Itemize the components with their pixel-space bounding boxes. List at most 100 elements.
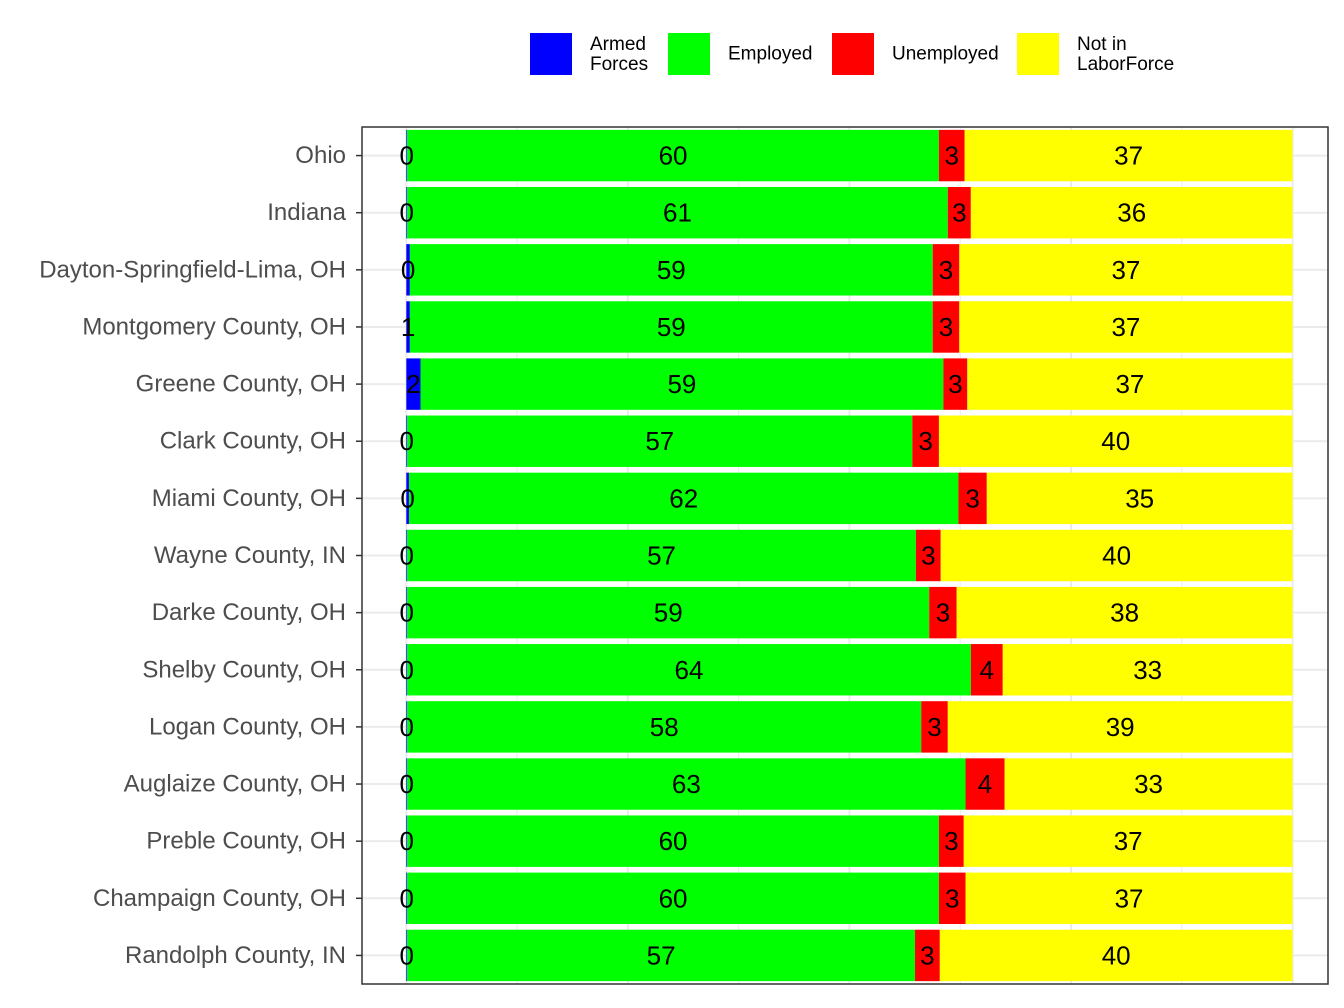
bar-value-label: 37 [1111, 312, 1140, 342]
bar-value-label: 4 [980, 655, 994, 685]
bar-value-label: 0 [400, 769, 414, 799]
bar-segment-armed-forces [406, 244, 410, 296]
category-label: Greene County, OH [136, 371, 346, 398]
bar-segment-unemployed [938, 129, 965, 182]
bar-segment-employed [420, 358, 944, 410]
bar-segment-unemployed [932, 244, 960, 296]
bar-value-label: 0 [400, 883, 414, 913]
bar-value-label: 40 [1101, 426, 1130, 456]
bar-segment-armed-forces [406, 644, 408, 696]
bar-value-label: 37 [1114, 826, 1143, 856]
bar-segment-employed [407, 701, 922, 753]
legend: Armed Forces Employed Unemployed Not in Labor… [530, 33, 1174, 75]
bar-segment-not-in-laborforce [956, 586, 1293, 639]
bar-value-label: 3 [939, 255, 953, 285]
bar-value-label: 40 [1102, 541, 1131, 571]
legend-label: Employed [728, 44, 813, 65]
bar-segment-armed-forces [406, 815, 408, 867]
bar-segment-not-in-laborforce [1002, 644, 1293, 696]
bar-segment-employed [407, 872, 939, 925]
bar-value-label: 3 [939, 312, 953, 342]
bar-value-label: 33 [1133, 655, 1162, 685]
bar-segment-armed-forces [406, 929, 408, 982]
bar-segment-not-in-laborforce [940, 529, 1293, 582]
bar-value-label: 0 [400, 655, 414, 685]
bar-segment-unemployed [958, 472, 987, 525]
bar-value-label: 60 [659, 826, 688, 856]
bar-value-label: 37 [1114, 141, 1143, 171]
bar-value-label: 38 [1110, 598, 1139, 628]
bar-value-label: 59 [657, 312, 686, 342]
bar-segment-unemployed [912, 415, 939, 467]
bar-segment-armed-forces [406, 358, 421, 410]
bar-value-label: 37 [1115, 369, 1144, 399]
legend-label: Armed Forces [590, 34, 648, 75]
bar-segment-not-in-laborforce [959, 244, 1293, 296]
bar-segment-armed-forces [406, 529, 408, 582]
legend-label-line: Not in [1077, 34, 1127, 55]
bar-value-label: 60 [659, 883, 688, 913]
bar-segment-employed [407, 529, 916, 582]
bar-value-label: 57 [647, 541, 676, 571]
bar-segment-unemployed [943, 358, 968, 410]
category-label: Logan County, OH [149, 713, 346, 740]
bar-segment-not-in-laborforce [967, 358, 1293, 410]
category-label: Montgomery County, OH [82, 313, 346, 340]
bar-value-label: 61 [663, 198, 692, 228]
bar-value-label: 3 [921, 541, 935, 571]
bar-segment-not-in-laborforce [939, 929, 1293, 982]
bar-value-label: 3 [918, 426, 932, 456]
bar-value-label: 62 [669, 483, 698, 513]
category-label: Ohio [295, 142, 346, 169]
bar-segment-employed [407, 129, 939, 182]
category-label: Auglaize County, OH [124, 771, 346, 798]
bar-value-label: 59 [657, 255, 686, 285]
bar-segment-employed [407, 758, 966, 810]
y-axis: Ohio Indiana Dayton-Springfield-Lima, OH Mo… [39, 142, 362, 969]
legend-label-line: LaborForce [1077, 54, 1174, 75]
bar-segment-armed-forces [406, 586, 408, 639]
bar-value-label: 59 [667, 369, 696, 399]
bar-segment-unemployed [947, 186, 971, 239]
plot-area: 0 60 3 370 61 3 360 59 3 371 59 3 372 59 3 370 57 3 400 62 3… [361, 126, 1329, 985]
category-label: Wayne County, IN [154, 542, 346, 569]
bars [406, 129, 1293, 982]
bar-value-label: 2 [406, 369, 420, 399]
legend-key-armed-forces [530, 33, 572, 75]
bar-segment-not-in-laborforce [1004, 758, 1293, 810]
legend-label: Unemployed [892, 44, 999, 65]
bar-value-label: 3 [944, 826, 958, 856]
bar-value-label: 0 [400, 541, 414, 571]
bar-segment-unemployed [921, 701, 948, 753]
bar-labels: 0 60 3 370 61 3 360 59 3 371 59 3 372 59 3 370 57 3 400 62 3… [400, 141, 1163, 971]
bar-segment-not-in-laborforce [970, 186, 1293, 239]
bar-value-label: 4 [978, 769, 992, 799]
bar-value-label: 57 [645, 426, 674, 456]
bar-value-label: 3 [952, 198, 966, 228]
bar-segment-employed [407, 586, 930, 639]
bar-value-label: 33 [1134, 769, 1163, 799]
bar-segment-not-in-laborforce [938, 415, 1293, 467]
category-label: Dayton-Springfield-Lima, OH [39, 256, 346, 283]
category-label: Miami County, OH [152, 485, 346, 512]
bar-segment-armed-forces [406, 129, 408, 182]
legend-key-employed [668, 33, 710, 75]
bar-segment-not-in-laborforce [947, 701, 1293, 753]
bar-segment-not-in-laborforce [963, 815, 1293, 867]
bar-value-label: 36 [1117, 198, 1146, 228]
legend-key-not-in-laborforce [1017, 33, 1059, 75]
bar-segment-unemployed [970, 644, 1003, 696]
bar-value-label: 3 [948, 369, 962, 399]
bar-segment-armed-forces [406, 701, 408, 753]
bar-segment-not-in-laborforce [964, 129, 1293, 182]
bar-value-label: 0 [400, 940, 414, 970]
bar-segment-unemployed [938, 815, 964, 867]
bar-value-label: 64 [675, 655, 704, 685]
bar-segment-armed-forces [406, 872, 408, 925]
bar-segment-employed [409, 244, 933, 296]
legend-key-unemployed [832, 33, 874, 75]
bar-value-label: 57 [647, 940, 676, 970]
bar-value-label: 0 [401, 255, 415, 285]
bar-value-label: 60 [659, 141, 688, 171]
